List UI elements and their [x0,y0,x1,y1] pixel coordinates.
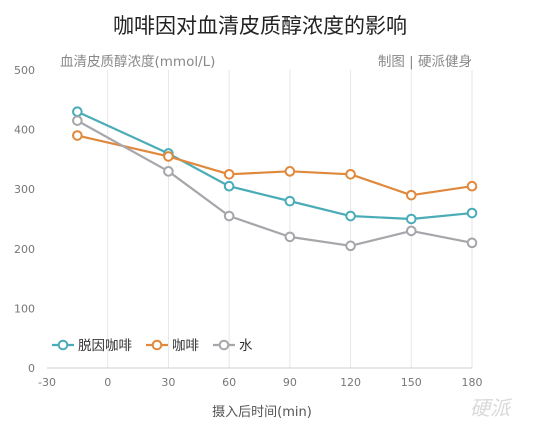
data-point-0-2 [223,180,235,192]
series-line-1 [77,134,473,197]
legend-marker-1 [151,339,163,351]
x-tick-label-0: 0 [104,376,111,389]
data-point-2-1 [163,166,174,177]
data-point-0-4 [345,210,356,222]
data-point-2-5 [405,225,417,237]
data-point-0-6 [466,207,478,219]
legend-label-0: 脱因咖啡 [78,338,132,354]
y-tick-label-500: 500 [14,64,35,77]
y-tick-label-300: 300 [14,183,35,196]
x-tick-label-90: 90 [283,376,297,389]
x-tick-label-180: 180 [462,376,483,389]
legend: 脱因咖啡 咖啡 水 [52,338,253,354]
data-point-0-3 [284,195,296,207]
x-axis-label: 摄入后时间(min) [212,405,312,420]
data-point-1-0 [72,130,83,141]
data-point-0-5 [405,213,417,225]
legend-label-2: 水 [239,338,253,354]
x-tick-label--30: -30 [38,376,56,389]
watermark-logo: 硬派 [470,396,513,420]
x-tick-label-60: 60 [222,376,236,389]
data-point-2-4 [345,240,356,252]
data-point-1-6 [466,180,478,192]
data-point-1-2 [223,169,235,180]
x-tick-label-150: 150 [401,376,422,389]
series-line-0 [76,110,473,221]
chart-credit: 制图 | 硬派健身 [378,54,472,70]
data-point-1-1 [163,151,174,162]
data-point-2-2 [223,210,235,222]
series-layer [72,106,478,252]
y-tick-label-400: 400 [14,124,35,137]
legend-label-1: 咖啡 [172,338,199,354]
legend-marker-2 [218,339,230,351]
chart-title: 咖啡因对血清皮质醇浓度的影响 [113,14,407,38]
x-tick-label-120: 120 [340,376,361,389]
data-point-2-0 [72,115,83,126]
y-axis-label: 血清皮质醇浓度(mmol/L) [60,53,215,70]
data-point-0-0 [72,106,83,118]
data-point-1-5 [405,189,417,201]
x-tick-label-30: 30 [161,376,175,389]
y-tick-label-100: 100 [14,302,35,315]
y-tick-label-200: 200 [14,243,35,256]
data-point-2-3 [284,231,296,243]
data-point-2-6 [466,237,478,249]
legend-marker-0 [57,339,69,351]
y-tick-label-0: 0 [28,362,35,375]
data-point-1-4 [345,169,356,180]
data-point-1-3 [284,166,296,177]
